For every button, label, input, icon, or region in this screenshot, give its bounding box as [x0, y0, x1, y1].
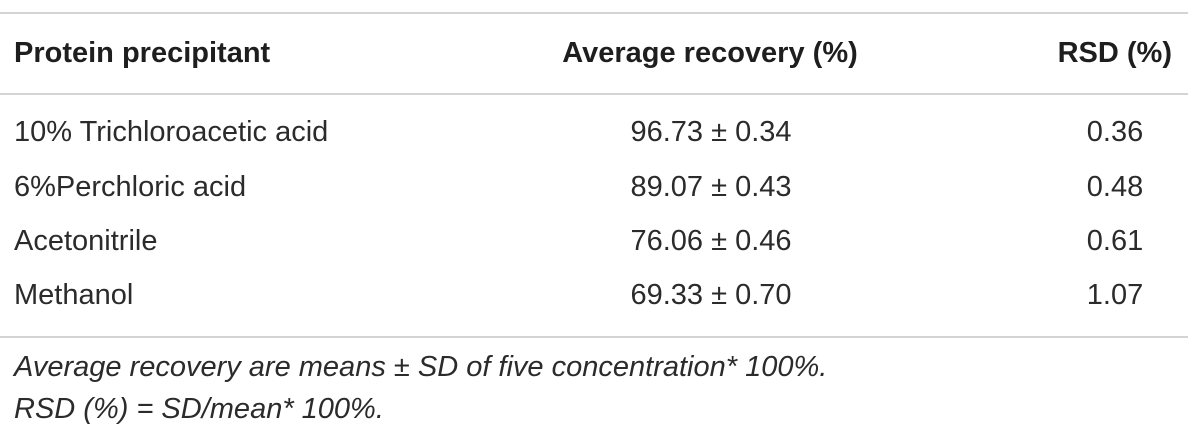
header-rsd: RSD (%) [1057, 37, 1172, 69]
cell-rsd: 0.61 [1086, 225, 1144, 257]
cell-rsd: 1.07 [1086, 279, 1144, 311]
header-protein-precipitant: Protein precipitant [14, 37, 271, 69]
cell-recovery: 76.06 ± 0.46 [630, 225, 792, 257]
cell-precipitant: 10% Trichloroacetic acid [14, 116, 329, 148]
table-header-row: Protein precipitant Average recovery (%)… [0, 26, 1188, 80]
table-footnotes: Average recovery are means ± SD of five … [14, 346, 827, 430]
cell-rsd: 0.48 [1086, 171, 1144, 203]
top-rule [0, 12, 1188, 14]
table-row: Acetonitrile 76.06 ± 0.46 0.61 [0, 214, 1188, 268]
table-row: Methanol 69.33 ± 0.70 1.07 [0, 268, 1188, 322]
footnote-rsd: RSD (%) = SD/mean* 100%. [14, 393, 384, 425]
cell-recovery: 69.33 ± 0.70 [630, 279, 792, 311]
cell-recovery: 89.07 ± 0.43 [630, 171, 792, 203]
footnote-average-recovery: Average recovery are means ± SD of five … [14, 351, 828, 383]
cell-recovery: 96.73 ± 0.34 [630, 116, 792, 148]
cell-rsd: 0.36 [1086, 116, 1144, 148]
header-average-recovery: Average recovery (%) [562, 37, 858, 69]
cell-precipitant: Methanol [14, 279, 134, 311]
bottom-rule [0, 336, 1188, 338]
table-row: 10% Trichloroacetic acid 96.73 ± 0.34 0.… [0, 105, 1188, 159]
cell-precipitant: 6%Perchloric acid [14, 171, 247, 203]
table-row: 6%Perchloric acid 89.07 ± 0.43 0.48 [0, 160, 1188, 214]
cell-precipitant: Acetonitrile [14, 225, 158, 257]
header-rule [0, 93, 1188, 95]
